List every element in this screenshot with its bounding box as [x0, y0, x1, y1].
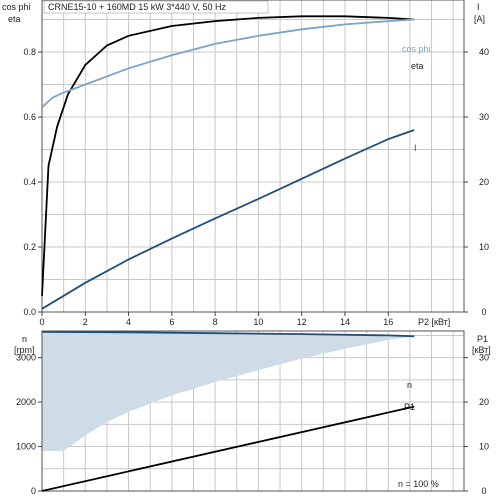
operating-range-area [42, 331, 415, 451]
speed-annotation: n = 100 % [398, 479, 439, 489]
series-line-p1 [41, 405, 415, 492]
right-tick-label: 40 [479, 47, 489, 57]
top-plot-frame [41, 0, 465, 313]
x-tick-label: 8 [213, 317, 218, 327]
top-panel: CRNE15-10 + 160MD 15 kW 3*440 V, 50 Hz c… [2, 0, 489, 327]
series-label-i: I [414, 143, 417, 153]
top-grid [42, 0, 464, 312]
right-axis-label-i: I [477, 2, 480, 12]
x-tick-label: 2 [83, 317, 88, 327]
left-tick-label: 0.4 [23, 177, 36, 187]
bottom-left-ticks: 0 1000 2000 3000 [16, 353, 42, 496]
left-tick-label: 1000 [16, 442, 36, 452]
right-tick-label: 0 [481, 307, 486, 317]
right-axis-label-kw: [кВт] [472, 345, 491, 355]
x-tick-label: 12 [297, 317, 307, 327]
left-tick-label: 2000 [16, 397, 36, 407]
left-axis-label-rpm: [rpm] [14, 345, 35, 355]
x-tick-label: 0 [39, 317, 44, 327]
right-axis-label-unit: [A] [474, 14, 485, 24]
chart-title: CRNE15-10 + 160MD 15 kW 3*440 V, 50 Hz [48, 2, 227, 12]
left-tick-label: 0.8 [23, 47, 36, 57]
series-line-n [41, 331, 415, 338]
series-label-cosphi: cos phi [402, 44, 431, 54]
x-tick-label: 6 [169, 317, 174, 327]
bottom-right-ticks: 0 10 20 30 [464, 353, 489, 496]
left-tick-label: 0.2 [23, 242, 36, 252]
left-tick-label: 0 [31, 486, 36, 496]
x-tick-label: 16 [383, 317, 393, 327]
x-tick-label: 4 [126, 317, 131, 327]
left-axis-label-eta: eta [8, 14, 21, 24]
bottom-panel: n [rpm] P1 [кВт] 0 1000 2000 3000 0 10 20 30 n… [14, 330, 491, 496]
top-left-ticks: 0.0 0.2 0.4 0.6 0.8 [23, 47, 42, 317]
series-line-cosphi [41, 18, 415, 108]
series-label-n: n [407, 380, 412, 390]
right-tick-label: 10 [479, 442, 489, 452]
x-tick-label: 10 [253, 317, 263, 327]
right-tick-label: 20 [479, 177, 489, 187]
top-x-ticks: 0 2 4 6 8 10 12 14 16 [39, 312, 393, 327]
left-axis-label-cosphi: cos phi [2, 2, 31, 12]
right-tick-label: 10 [479, 242, 489, 252]
series-label-eta: eta [411, 61, 424, 71]
top-x-axis-label: P2 [кВт] [418, 317, 450, 327]
series-label-p1: P1 [404, 402, 415, 412]
right-tick-label: 30 [479, 112, 489, 122]
top-right-ticks: 0 10 20 30 40 [464, 47, 489, 317]
series-line-eta [41, 15, 415, 296]
right-tick-label: 30 [479, 353, 489, 363]
bottom-plot-frame [41, 330, 465, 492]
left-tick-label: 3000 [16, 353, 36, 363]
right-tick-label: 20 [479, 397, 489, 407]
right-tick-label: 0 [481, 486, 486, 496]
right-axis-label-p1: P1 [477, 334, 488, 344]
left-tick-label: 0.0 [23, 307, 36, 317]
left-axis-label-n: n [22, 334, 27, 344]
series-line-i [41, 129, 415, 310]
left-tick-label: 0.6 [23, 112, 36, 122]
title-box [43, 0, 269, 14]
x-tick-label: 14 [340, 317, 350, 327]
